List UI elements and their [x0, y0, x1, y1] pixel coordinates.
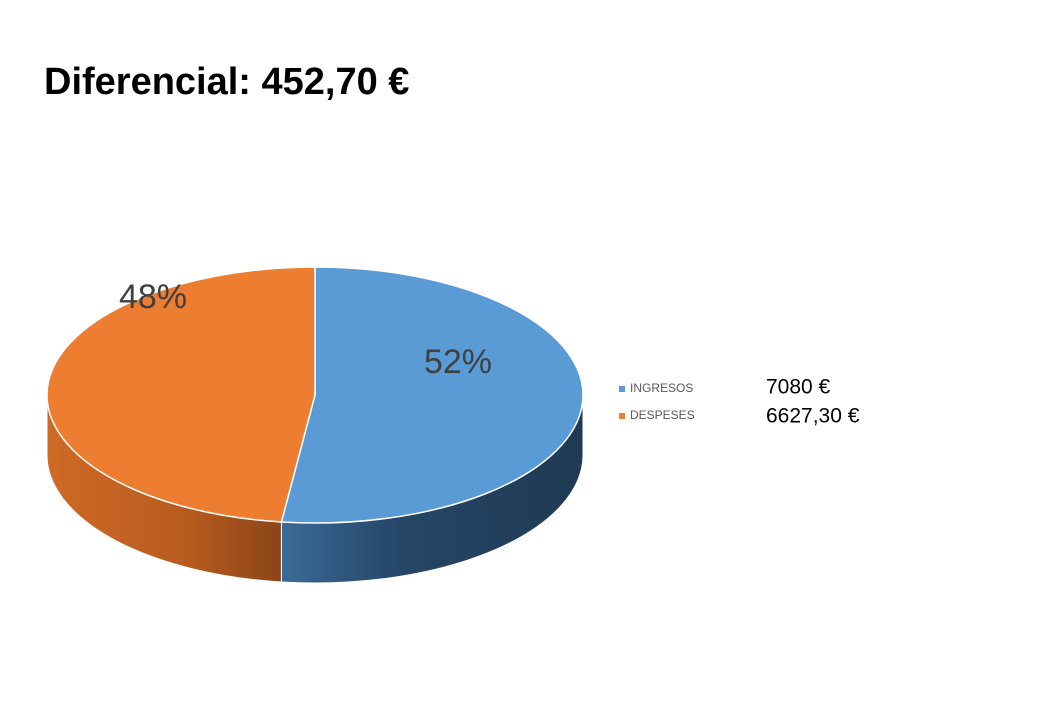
legend-swatch [619, 413, 625, 419]
legend-swatch [619, 386, 625, 392]
legend: INGRESOS DESPESES 7080 € 6627,30 € [619, 376, 860, 428]
slice [46, 266, 316, 523]
data-label: 52% [424, 343, 492, 381]
amount-label: 7080 € [766, 376, 831, 399]
legend-label: DESPESES [630, 408, 695, 422]
slice [280, 266, 584, 524]
slide-title: Diferencial: 452,70 € [44, 61, 409, 103]
amount-label: 6627,30 € [766, 405, 860, 428]
legend-label: INGRESOS [630, 381, 693, 395]
data-label: 48% [119, 278, 187, 316]
pie-chart: 52% 48% [46, 266, 584, 584]
